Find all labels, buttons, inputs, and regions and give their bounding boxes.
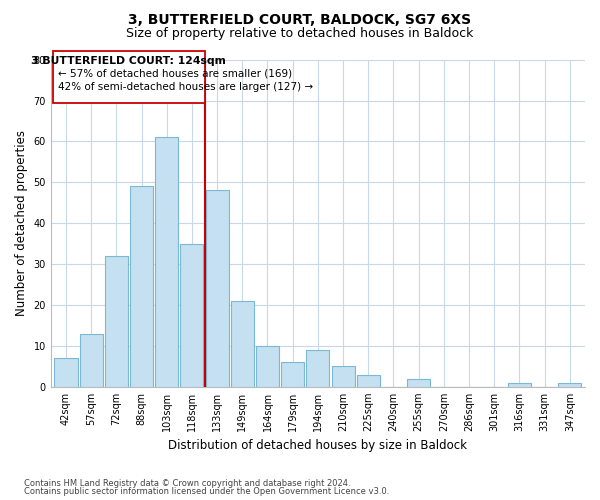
Y-axis label: Number of detached properties: Number of detached properties [15,130,28,316]
Bar [130,186,153,387]
Bar [357,374,380,387]
Bar [231,301,254,387]
Text: Contains public sector information licensed under the Open Government Licence v3: Contains public sector information licen… [24,487,389,496]
Bar [281,362,304,387]
Text: Contains HM Land Registry data © Crown copyright and database right 2024.: Contains HM Land Registry data © Crown c… [24,478,350,488]
Bar [105,256,128,387]
Bar [181,244,203,387]
Bar [80,334,103,387]
Bar [155,138,178,387]
Text: 42% of semi-detached houses are larger (127) →: 42% of semi-detached houses are larger (… [58,82,313,92]
Bar [407,378,430,387]
X-axis label: Distribution of detached houses by size in Baldock: Distribution of detached houses by size … [169,440,467,452]
Text: 3 BUTTERFIELD COURT: 124sqm: 3 BUTTERFIELD COURT: 124sqm [31,56,226,66]
Bar [508,382,531,387]
FancyBboxPatch shape [53,52,205,102]
Text: Size of property relative to detached houses in Baldock: Size of property relative to detached ho… [127,28,473,40]
Bar [307,350,329,387]
Bar [332,366,355,387]
Bar [256,346,279,387]
Text: ← 57% of detached houses are smaller (169): ← 57% of detached houses are smaller (16… [58,68,292,78]
Bar [55,358,77,387]
Bar [206,190,229,387]
Bar [558,382,581,387]
Text: 3, BUTTERFIELD COURT, BALDOCK, SG7 6XS: 3, BUTTERFIELD COURT, BALDOCK, SG7 6XS [128,12,472,26]
